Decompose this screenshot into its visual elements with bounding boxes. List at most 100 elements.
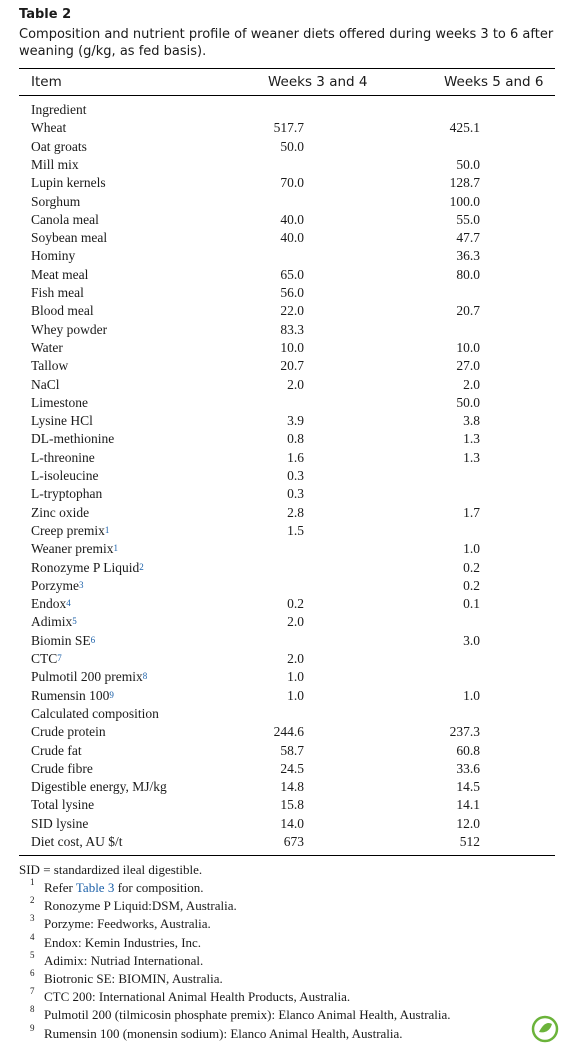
cell-value: 2.8 (287, 504, 304, 520)
footnote-ref: 3 (79, 579, 84, 590)
item-text: L-isoleucine (31, 468, 99, 483)
row-label: Calculated composition (31, 706, 159, 722)
item-text: L-threonine (31, 449, 95, 465)
row-label: Pulmotil 200 premix8 (31, 669, 147, 685)
cell-value: 1.0 (463, 687, 480, 703)
footnote-number: 1 (30, 877, 35, 887)
top-rule (19, 68, 555, 69)
item-text: Porzyme (31, 577, 79, 593)
cell-value: 47.7 (456, 230, 480, 246)
cell-value: 1.5 (287, 522, 304, 538)
item-text: Wheat (31, 120, 67, 136)
footnote-link[interactable]: Table 3 (75, 880, 115, 895)
table-title: Table 2 (19, 7, 72, 22)
cell-value: 1.0 (287, 687, 304, 703)
footnote: CTC 200: International Animal Health Pro… (44, 989, 350, 1005)
cell-value: 3.9 (287, 413, 304, 429)
row-label: Ronozyme P Liquid2 (31, 560, 144, 576)
item-text: Meat meal (31, 266, 89, 282)
item-text: Crude protein (31, 724, 106, 740)
column-header: Weeks 5 and 6 (444, 74, 544, 90)
row-label: Wheat (31, 120, 66, 136)
footnote-text: Endox: Kemin Industries, Inc. (44, 934, 202, 950)
abbreviation-note: SID = standardized ileal digestible. (19, 862, 203, 877)
cell-value: 36.3 (456, 248, 480, 264)
cell-value: 1.0 (463, 541, 480, 557)
footnote-text: CTC 200: International Animal Health Pro… (44, 989, 351, 1005)
cell-value: 100.0 (449, 193, 480, 209)
cell-value: 60.8 (456, 742, 480, 758)
row-label: Blood meal (31, 303, 94, 319)
footnote: Porzyme: Feedworks, Australia. (44, 916, 211, 932)
caption: weaning (g/kg, as fed basis). (19, 44, 207, 59)
row-label: Ingredient (31, 102, 86, 118)
item-text: Whey powder (31, 321, 108, 337)
cell-value: 1.0 (287, 669, 304, 685)
item-text: Lysine HCl (31, 413, 93, 429)
row-label: Tallow (31, 358, 68, 374)
cell-value: 12.0 (456, 815, 480, 831)
cell-value: 33.6 (456, 760, 480, 776)
cell-value: 65.0 (280, 266, 304, 282)
cell-value: 58.7 (280, 742, 304, 758)
item-text: Crude fibre (31, 760, 93, 776)
cell-value: 512 (459, 834, 480, 849)
cell-value: 14.1 (456, 797, 480, 813)
cell-value: 10.0 (456, 339, 480, 355)
row-label: Crude fat (31, 743, 82, 759)
item-text: Adimix (31, 614, 73, 630)
footnote-text: for composition. (117, 880, 204, 895)
footnote-number: 6 (30, 968, 35, 978)
item-text: Oat groats (31, 138, 87, 154)
item-text: Digestible energy, MJ/kg (31, 779, 167, 795)
footnote-ref: 1 (113, 543, 119, 554)
cell-value: 70.0 (280, 175, 304, 191)
footnote-ref: 7 (57, 653, 62, 663)
item-text: Ronozyme P Liquid (31, 559, 140, 575)
footnote-text: Rumensin 100 (monensin sodium): Elanco A… (44, 1025, 403, 1041)
footnote-number: 2 (30, 895, 35, 906)
row-label: Total lysine (31, 797, 94, 813)
cell-value: 27.0 (456, 358, 480, 374)
item-text: Rumensin 100 (31, 687, 110, 703)
cell-value: 80.0 (456, 266, 480, 282)
cell-value: 0.1 (463, 596, 480, 612)
footnote: Ronozyme P Liquid:DSM, Australia. (44, 898, 237, 914)
row-label: Meat meal (31, 267, 88, 283)
column-header: Weeks 3 and 4 (268, 74, 368, 90)
cell-value: 2.0 (463, 376, 480, 392)
row-label: Endox4 (31, 596, 71, 612)
row-label: Whey powder (31, 322, 107, 338)
item-text: Sorghum (31, 193, 81, 209)
cell-value: 128.7 (449, 175, 480, 191)
row-label: Sorghum (31, 194, 80, 210)
row-label: Limestone (31, 395, 88, 411)
row-label: Diet cost, AU $/t (31, 834, 123, 850)
footnote-ref: 4 (66, 598, 71, 609)
footnote-ref: 8 (142, 671, 148, 682)
footnote-ref: 1 (104, 524, 110, 535)
row-label: Biomin SE6 (31, 633, 95, 649)
cell-value: 40.0 (280, 211, 304, 227)
footnote: Adimix: Nutriad International. (44, 953, 203, 969)
footnote-number: 5 (30, 949, 35, 960)
cell-value: 10.0 (280, 339, 304, 355)
footnote-number: 4 (30, 931, 35, 942)
item-text: Water (31, 339, 63, 355)
row-label: Lysine HCl (31, 413, 93, 429)
cell-value: 1.7 (463, 504, 480, 520)
header-rule (19, 95, 555, 96)
caption: Composition and nutrient profile of wean… (19, 27, 554, 42)
footnote-text: Biotronic SE: BIOMIN, Australia. (44, 971, 223, 986)
item-text: Weaner premix (31, 541, 114, 557)
cell-value: 1.6 (287, 449, 304, 465)
cell-value: 22.0 (280, 303, 304, 319)
item-text: CTC (31, 651, 58, 666)
footnote-text: Ronozyme P Liquid:DSM, Australia. (44, 898, 237, 914)
footnote: Endox: Kemin Industries, Inc. (44, 935, 201, 951)
item-text: Biomin SE (31, 632, 91, 648)
footnote-text: Porzyme: Feedworks, Australia. (44, 916, 211, 932)
item-text: Mill mix (31, 156, 79, 172)
footnote: Rumensin 100 (monensin sodium): Elanco A… (44, 1026, 403, 1042)
